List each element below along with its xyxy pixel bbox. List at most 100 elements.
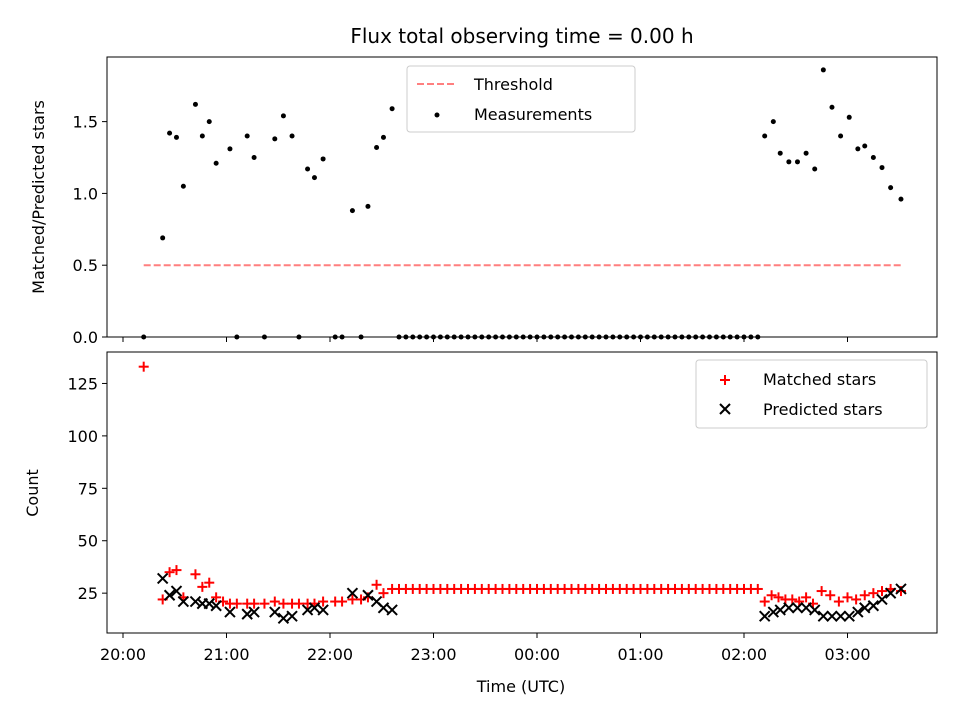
matched-star-point [197,581,208,592]
measurement-point [534,334,540,340]
measurement-point [812,166,818,172]
measurement-point [651,334,657,340]
measurement-point [311,175,317,181]
bottom-plot-frame [106,351,938,634]
measurement-point [305,166,311,172]
matched-star-point [877,586,887,597]
measurement-point [665,334,671,340]
predicted-marker-b [843,610,855,622]
predicted-marker-b [203,597,215,610]
legend-predicted-swatch [719,403,731,415]
matched-star-point [318,596,329,607]
measurement-point [603,334,609,340]
predicted-star-point [248,606,260,618]
predicted-marker-b [269,606,281,618]
measurement-point [513,334,519,340]
matched-star-point [164,567,175,578]
predicted-marker-b [758,610,771,622]
measurement-point [417,334,423,340]
predicted-marker-b [301,604,314,616]
measurement-point [638,334,643,340]
measurement-point [465,334,471,340]
measurement-point [213,160,219,166]
predicted-star-point [286,610,298,622]
matched-star-point [211,592,222,603]
predicted-star-point [317,604,329,616]
bottom-y-tick-label: 125 [67,374,98,393]
predicted-marker-b [308,602,321,614]
matched-star-point [231,598,242,609]
matched-star-point [371,579,382,590]
measurement-point [720,334,726,340]
measurement-point [786,159,792,165]
predicted-marker-b [386,604,398,616]
measurement-point [332,334,338,340]
predicted-star-point [362,589,374,601]
measurement-point [686,334,692,340]
measurement-point [339,334,345,340]
predicted-star-point [843,610,855,622]
predicted-star-point [783,602,795,614]
predicted-star-point [308,602,321,614]
predicted-marker-b [163,589,176,601]
matched-star-point [138,361,149,372]
predicted-marker-b [346,587,359,599]
measurement-point [589,334,595,340]
measurement-point [431,334,436,340]
measurement-point [610,334,616,340]
predicted-marker-b [362,589,374,601]
predicted-marker-b [867,600,880,612]
x-axis-label: Time (UTC) [476,677,565,696]
matched-star-point [816,586,827,597]
measurement-point [541,334,547,340]
predicted-star-point [210,600,222,612]
predicted-star-point [170,585,183,597]
predicted-star-point [791,602,804,614]
predicted-star-point [156,572,169,585]
measurement-point [820,67,826,73]
measurement-point [358,334,364,340]
measurement-point [741,334,747,340]
predicted-star-point [163,589,176,601]
matched-star-point [259,598,270,609]
predicted-marker-b [177,595,190,608]
matched-star-point [825,590,836,601]
matched-star-point [347,594,358,605]
measurement-point [879,165,885,171]
predicted-star-point [377,602,390,614]
measurement-point [569,334,574,340]
chart-title: Flux total observing time = 0.00 h [350,24,693,48]
measurement-point [472,334,478,340]
predicted-star-point [758,610,771,622]
predicted-marker-b [895,583,907,595]
predicted-star-point [859,602,871,614]
predicted-marker-b [809,604,821,616]
measurement-point [748,334,754,340]
measurement-point [548,334,554,340]
measurement-point [244,133,250,139]
top-legend-box [406,65,636,133]
x-tick-label: 02:00 [721,645,767,664]
predicted-star-point [774,604,786,616]
measurement-point [582,334,588,340]
x-tick-label: 03:00 [824,645,870,664]
matched-star-point [171,565,182,576]
matched-star-point [773,592,784,603]
measurement-point [846,114,852,120]
measurement-point [486,334,492,340]
predicted-marker-b [241,608,253,620]
predicted-star-point [177,595,190,608]
bottom-y-tick-label: 50 [78,532,98,551]
matched-star-point [190,569,201,580]
measurement-point [596,334,602,340]
measurement-point [437,334,443,340]
predicted-marker-b [767,606,780,618]
predicted-marker-b [286,610,298,622]
measurement-point [160,235,166,241]
predicted-marker-b [852,606,864,618]
measurement-point [555,334,561,340]
legend-matched-swatch [720,375,730,385]
measurement-point [888,185,894,191]
measurement-point [296,334,302,340]
bottom-legend-box [695,359,928,429]
